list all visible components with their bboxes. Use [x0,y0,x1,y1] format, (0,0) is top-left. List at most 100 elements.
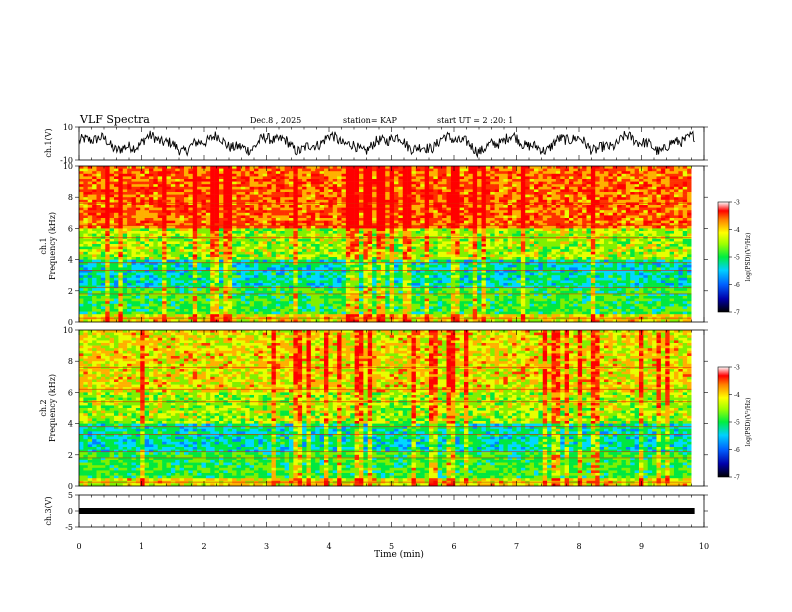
ch1-spectrogram-cell [83,207,89,211]
ch1-spectrogram-cell [380,212,386,216]
ch1-spectrogram-cell [83,309,89,312]
ch1-spectrogram-cell [153,238,159,242]
ch1-spectrogram-cell [166,168,172,172]
ch1-spectrogram-cell [227,254,233,258]
ch1-spectrogram-cell [223,298,229,302]
ch1-spectrogram-cell [284,262,290,266]
ch1-spectrogram-cell [345,192,351,195]
ch1-spectrogram-cell [380,220,386,224]
ch1-spectrogram-cell [214,207,220,211]
ch1-spectrogram-cell [96,171,102,175]
ch1-spectrogram-cell [205,314,211,318]
ch1-spectrogram-cell [127,275,132,279]
ch1-spectrogram-cell [162,192,167,195]
ch1-spectrogram-cell [135,194,141,198]
ch1-spectrogram-cell [420,215,425,219]
ch1-spectrogram-cell [227,241,233,245]
ch1-spectrogram-cell [114,202,119,206]
ch1-spectrogram-cell [188,293,194,297]
ch1-spectrogram-cell [210,306,215,310]
ch1-spectrogram-cell [166,288,172,292]
ch1-spectrogram-cell [100,288,106,292]
ch1-spectrogram-cell [105,176,110,180]
ch1-spectrogram-cell [118,173,124,177]
ch1-spectrogram-cell [214,210,220,214]
ch1-spectrogram-cell [332,285,338,289]
ch1-spectrogram-cell [240,290,246,294]
ch1-spectrogram-cell [201,277,207,281]
ch1-spectrogram-cell [429,259,434,263]
ch1-spectrogram-cell [179,223,185,227]
ch1-spectrogram-cell [144,303,150,307]
ch1-spectrogram-cell [197,202,202,206]
ch1-spectrogram-cell [424,220,430,224]
ch1-spectrogram-cell [372,171,377,175]
ch1-spectrogram-cell [394,220,399,224]
ch1-spectrogram-cell [341,257,347,260]
ch1-spectrogram-cell [114,283,119,286]
ch1-spectrogram-cell [302,277,307,281]
ch1-spectrogram-cell [385,212,390,216]
ch1-spectrogram-cell [315,231,320,234]
ch1-spectrogram-cell [376,228,382,232]
ch1-spectrogram-cell [289,309,294,312]
ch1-spectrogram-cell [131,293,137,297]
ch1-spectrogram-cell [319,314,325,318]
ch1-spectrogram-cell [367,199,373,203]
ch1-spectrogram-cell [389,290,395,294]
ch1-spectrogram-cell [275,171,281,175]
ch1-spectrogram-cell [302,249,307,253]
ch1-spectrogram-cell [210,293,215,297]
ch1-spectrogram-cell [258,223,264,227]
ch1-spectrogram-cell [420,223,425,227]
ch1-spectrogram-cell [372,207,377,211]
ch1-spectrogram-cell [319,212,325,216]
ch1-spectrogram-cell [271,257,277,260]
ch1-spectrogram-cell [328,319,334,323]
ch1-spectrogram-cell [214,181,220,185]
ch1-spectrogram-cell [302,293,307,297]
ch1-spectrogram-cell [380,197,386,201]
ch1-spectrogram-cell [87,309,93,312]
ch1-spectrogram-cell [83,303,89,307]
ch1-spectrogram-cell [170,249,176,253]
ch1-spectrogram-cell [310,207,316,211]
ch1-spectrogram-cell [402,220,408,224]
ch1-spectrogram-cell [140,199,145,203]
ch1-spectrogram-cell [245,267,250,271]
ch1-spectrogram-cell [372,168,377,172]
ch1-spectrogram-cell [328,285,334,289]
ch1-spectrogram-cell [223,207,229,211]
ch1-spectrogram-cell [188,205,194,208]
ch1-spectrogram-cell [328,228,334,232]
ch1-spectrogram-cell [223,283,229,286]
ch1-spectrogram-cell [319,264,325,268]
ch1-spectrogram-cell [372,298,377,302]
ch1-spectrogram-cell [96,288,102,292]
ch1-spectrogram-cell [144,293,150,297]
ch1-spectrogram-cell [350,197,355,201]
ch1-spectrogram-cell [310,189,316,193]
ch1-spectrogram-cell [411,233,417,237]
ch1-spectrogram-cell [157,231,163,234]
ch1-spectrogram-cell [201,184,207,188]
ch1-spectrogram-cell [96,223,102,227]
ch1-spectrogram-cell [166,197,172,201]
ch1-spectrogram-cell [254,249,259,253]
ch1-spectrogram-cell [197,275,202,279]
ch1-spectrogram-cell [205,184,211,188]
ch1-spectrogram-cell [341,293,347,297]
ch1-spectrogram-cell [319,272,325,276]
ch1-spectrogram-cell [87,220,93,224]
ch1-spectrogram-cell [350,166,355,169]
ch1-spectrogram-cell [433,179,439,182]
ch1-spectrogram-cell [267,290,272,294]
ch1-spectrogram-cell [219,249,224,253]
ch1-spectrogram-cell [127,197,132,201]
ch1-spectrogram-cell [201,210,207,214]
ch1-spectrogram-cell [319,238,325,242]
ch1-spectrogram-cell [367,202,373,206]
ch1-spectrogram-cell [184,257,189,260]
ch1-spectrogram-cell [254,288,259,292]
ch1-spectrogram-cell [319,202,325,206]
